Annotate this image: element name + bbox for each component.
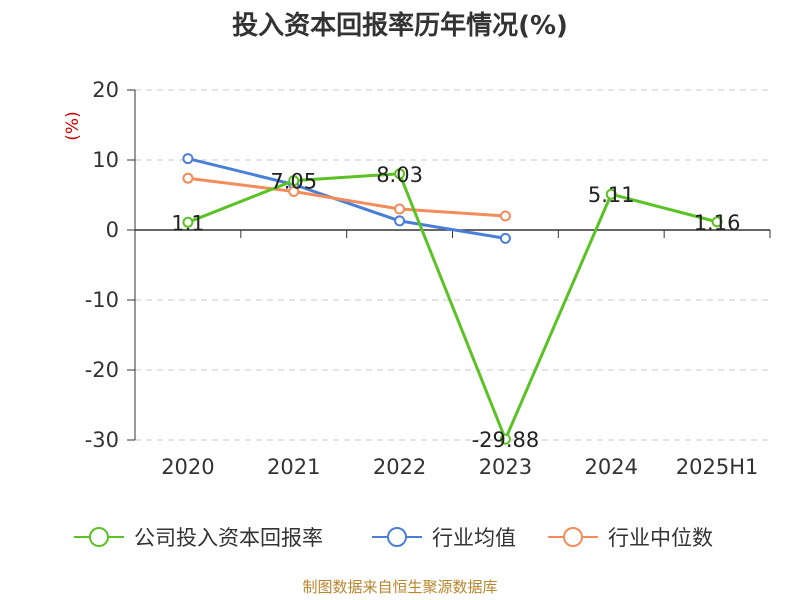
y-axis-label: (%) — [63, 111, 83, 140]
data-point[interactable] — [711, 216, 723, 228]
legend[interactable]: 公司投入资本回报率 行业均值 行业中位数 — [74, 526, 713, 550]
data-label: 1.1 — [171, 211, 204, 235]
legend-marker-icon — [563, 527, 583, 547]
legend-item-industry-mean[interactable]: 行业均值 — [372, 526, 516, 550]
data-label: 8.03 — [376, 163, 423, 187]
y-tick-label: 10 — [92, 148, 119, 172]
data-point[interactable] — [182, 153, 194, 165]
series-line — [187, 172, 718, 441]
legend-item-industry-median[interactable]: 行业中位数 — [548, 526, 713, 550]
y-tick-label: -20 — [85, 358, 119, 382]
legend-label: 行业均值 — [432, 526, 516, 550]
legend-label: 公司投入资本回报率 — [134, 526, 323, 550]
gridlines — [135, 89, 770, 441]
x-tick-label: 2024 — [585, 455, 638, 479]
data-label: 5.11 — [588, 183, 635, 207]
legend-item-company[interactable]: 公司投入资本回报率 — [74, 526, 323, 550]
data-point[interactable] — [288, 186, 300, 197]
data-label: -29.88 — [472, 428, 540, 452]
x-tick-label: 2025H1 — [676, 455, 759, 479]
data-label: 1.16 — [694, 211, 741, 235]
series-line — [187, 157, 506, 240]
x-tick-label: 2021 — [267, 455, 320, 479]
legend-marker-icon — [387, 527, 407, 547]
data-point[interactable] — [182, 172, 194, 184]
source-note: 制图数据来自恒生聚源数据库 — [302, 578, 497, 596]
data-point[interactable] — [605, 188, 617, 200]
y-tick-label: 0 — [106, 218, 119, 242]
series-line — [187, 176, 506, 218]
data-point[interactable] — [394, 168, 406, 180]
data-point[interactable] — [394, 215, 406, 227]
data-point[interactable] — [288, 175, 300, 187]
y-tick-label: -10 — [85, 288, 119, 312]
data-point[interactable] — [182, 216, 194, 228]
legend-label: 行业中位数 — [608, 526, 713, 550]
x-tick-label: 2020 — [161, 455, 214, 479]
data-point[interactable] — [394, 203, 406, 215]
x-tick-label: 2022 — [373, 455, 426, 479]
data-label: 7.05 — [270, 170, 317, 194]
y-tick-label: 20 — [92, 78, 119, 102]
chart-title: 投入资本回报率历年情况(%) — [232, 10, 568, 41]
data-point[interactable] — [499, 210, 511, 222]
series-2 — [182, 172, 511, 222]
y-tick-label: -30 — [85, 428, 119, 452]
series-0: 1.1 7.05 8.03 -29.88 5.11 1.16 — [171, 163, 740, 452]
legend-marker-icon — [89, 527, 109, 547]
data-point[interactable] — [499, 232, 511, 244]
data-point[interactable] — [499, 433, 511, 445]
axes: 20 10 0 -10 -20 -30 2020 2021 2022 2023 2024 2025H1 — [85, 78, 771, 479]
x-tick-label: 2023 — [479, 455, 532, 479]
series-layer: 1.1 7.05 8.03 -29.88 5.11 1.16 — [171, 153, 740, 452]
